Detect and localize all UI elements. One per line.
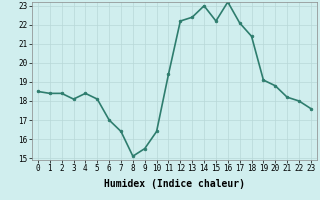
X-axis label: Humidex (Indice chaleur): Humidex (Indice chaleur) [104, 179, 245, 189]
